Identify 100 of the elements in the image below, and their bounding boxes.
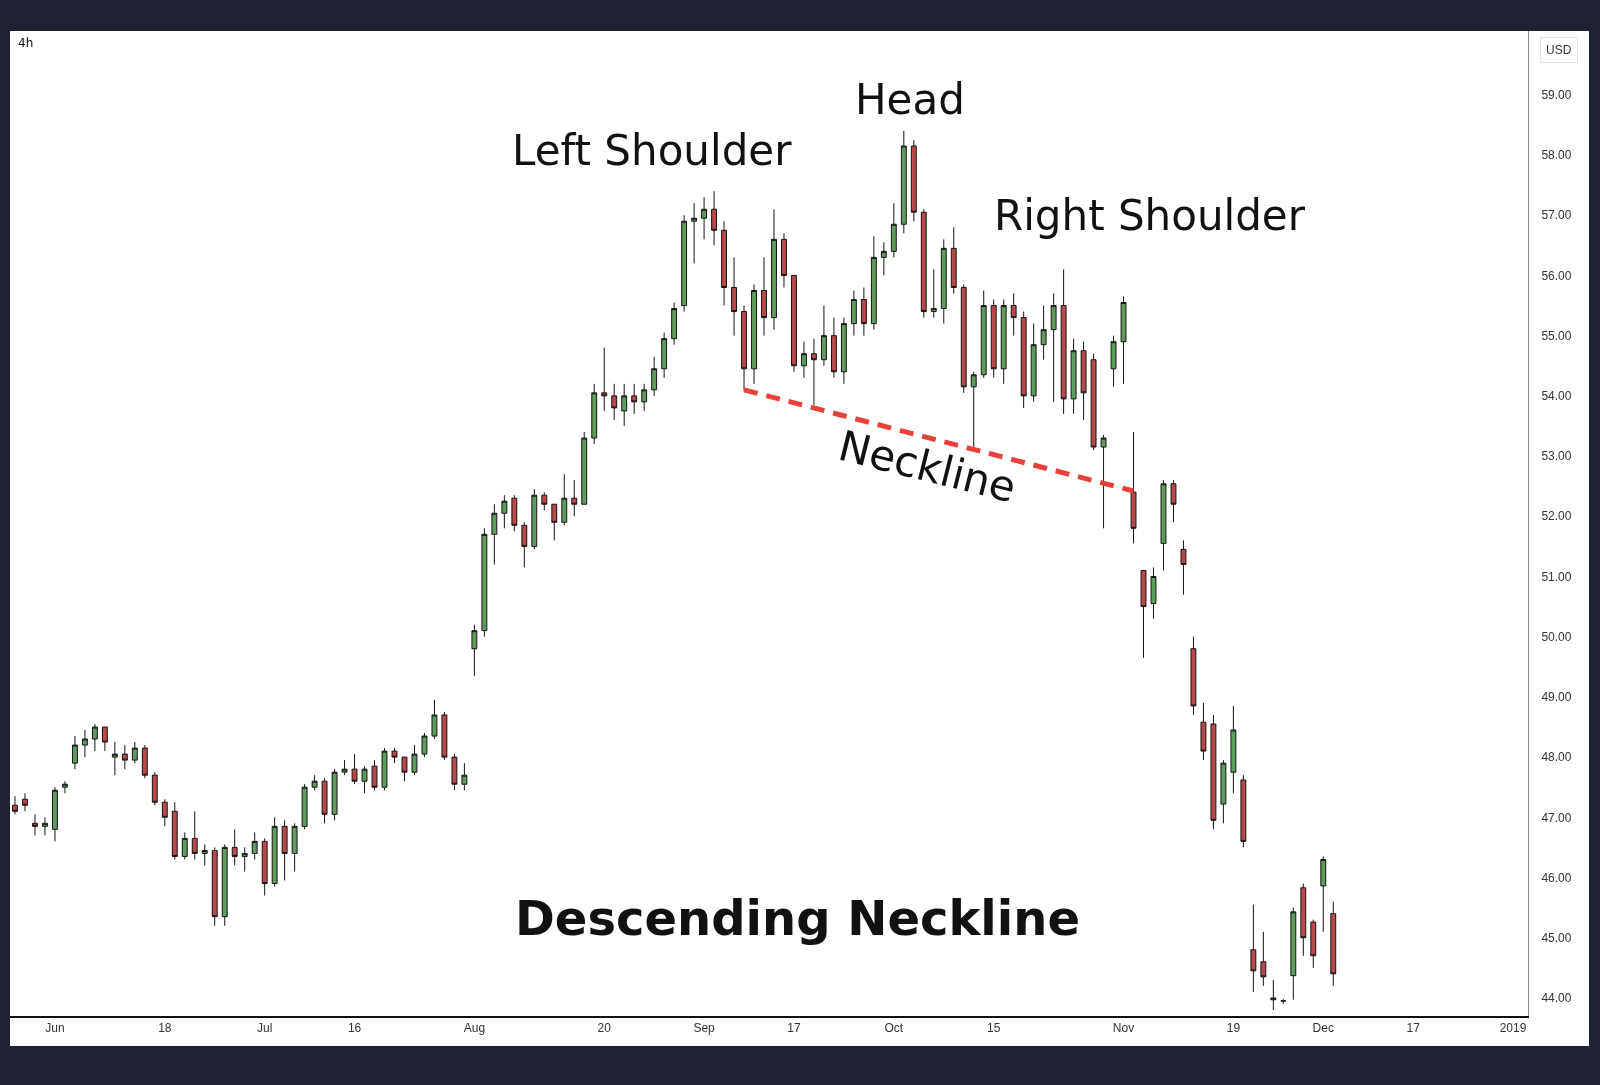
x-tick-label: 18: [158, 1020, 172, 1035]
candlestick: [641, 383, 648, 412]
candlestick: [381, 747, 388, 791]
candlestick: [771, 208, 777, 331]
y-tick-label: 59.00: [1541, 88, 1572, 103]
candlestick: [731, 256, 737, 337]
candlestick: [1040, 305, 1047, 361]
candlestick: [531, 488, 538, 550]
candlestick: [1180, 539, 1187, 596]
candlestick: [1110, 335, 1117, 388]
candlestick: [791, 274, 797, 373]
candlestick: [1140, 569, 1147, 659]
candlestick: [1070, 338, 1077, 415]
y-tick-label: 54.00: [1541, 389, 1572, 404]
candlestick: [930, 268, 937, 319]
candlestick: [101, 726, 108, 752]
candlestick: [411, 744, 418, 776]
candlestick: [761, 256, 767, 337]
candlestick: [361, 765, 368, 794]
candlestick: [651, 356, 658, 397]
y-tick-label: 58.00: [1541, 148, 1572, 163]
candlestick: [121, 744, 128, 770]
candlestick: [601, 347, 608, 412]
candlestick: [561, 473, 568, 526]
candlestick: [1050, 293, 1057, 403]
x-tick-label: Jul: [256, 1020, 273, 1035]
annotation: Right Shoulder: [994, 191, 1306, 240]
candlestick: [621, 383, 628, 427]
annotation: Head: [855, 75, 965, 124]
candlestick: [1200, 702, 1207, 761]
candlestick: [781, 232, 787, 288]
candlestick: [1000, 299, 1007, 385]
x-tick-label: Jun: [45, 1020, 65, 1035]
candlestick: [900, 130, 907, 234]
candlestick: [870, 235, 877, 331]
candlestick: [751, 283, 757, 385]
x-tick-label: 15: [987, 1020, 1001, 1035]
y-tick-label: 55.00: [1541, 328, 1572, 343]
candlestick: [211, 846, 218, 927]
candlestick: [551, 503, 558, 541]
candlestick: [231, 828, 238, 866]
candlestick: [341, 759, 348, 776]
candlestick: [71, 735, 78, 770]
candlestick: [161, 798, 168, 827]
candlestick: [271, 816, 278, 888]
annotation: 4h: [18, 36, 34, 50]
candlestick: [1320, 855, 1327, 933]
candlestick: [331, 768, 338, 821]
candlestick: [451, 753, 458, 791]
y-tick-label: 50.00: [1541, 629, 1572, 644]
candlestick: [1170, 479, 1177, 523]
candlestick: [1030, 323, 1037, 403]
candlestick: [950, 226, 957, 295]
x-tick-label: 17: [787, 1020, 801, 1035]
y-tick-label: 57.00: [1541, 208, 1572, 223]
candlestick: [980, 290, 987, 379]
candlestick: [371, 759, 378, 791]
annotation: Neckline: [833, 421, 1021, 513]
candlestick: [860, 286, 867, 337]
candlestick: [920, 208, 927, 319]
candlestick: [631, 383, 638, 415]
candlestick: [191, 810, 198, 860]
candlestick: [61, 780, 68, 794]
candlestick: [251, 831, 258, 860]
candlestick: [691, 202, 698, 264]
candlestick: [1060, 268, 1067, 415]
candlestick: [91, 723, 98, 752]
candlestick: [301, 783, 308, 830]
x-tick-label: Aug: [463, 1020, 486, 1035]
candlestick: [51, 786, 58, 842]
candlestick: [581, 431, 588, 505]
annotation: Descending Neckline: [515, 890, 1080, 946]
candlestick: [501, 494, 508, 529]
y-tick-label: 46.00: [1541, 870, 1572, 885]
candlestick: [201, 843, 208, 866]
candlestick: [1330, 901, 1337, 987]
candlestick: [42, 816, 48, 836]
x-tick-label: 16: [347, 1020, 362, 1035]
candlestick: [571, 479, 578, 517]
candlestick: [541, 491, 548, 511]
candlestick: [481, 527, 488, 638]
candlestick: [221, 843, 228, 927]
candlestick: [701, 196, 708, 240]
candlestick: [1310, 919, 1317, 969]
candlestick: [1220, 759, 1227, 824]
x-tick-label: 17: [1406, 1020, 1421, 1035]
candlestick: [461, 762, 468, 791]
x-tick-label: Dec: [1312, 1020, 1334, 1035]
y-tick-label: 56.00: [1541, 268, 1572, 283]
candlestick: [910, 139, 917, 222]
candlestick: [431, 699, 438, 740]
candlestick: [491, 503, 498, 565]
annotation: Left Shoulder: [512, 126, 793, 175]
candlestick: [1290, 907, 1297, 1001]
candlestick: [1150, 566, 1157, 620]
candlestick: [801, 341, 807, 379]
candlestick: [81, 729, 88, 758]
candlestick: [1280, 998, 1287, 1005]
candlestick: [960, 283, 967, 394]
candlestick: [990, 299, 997, 379]
